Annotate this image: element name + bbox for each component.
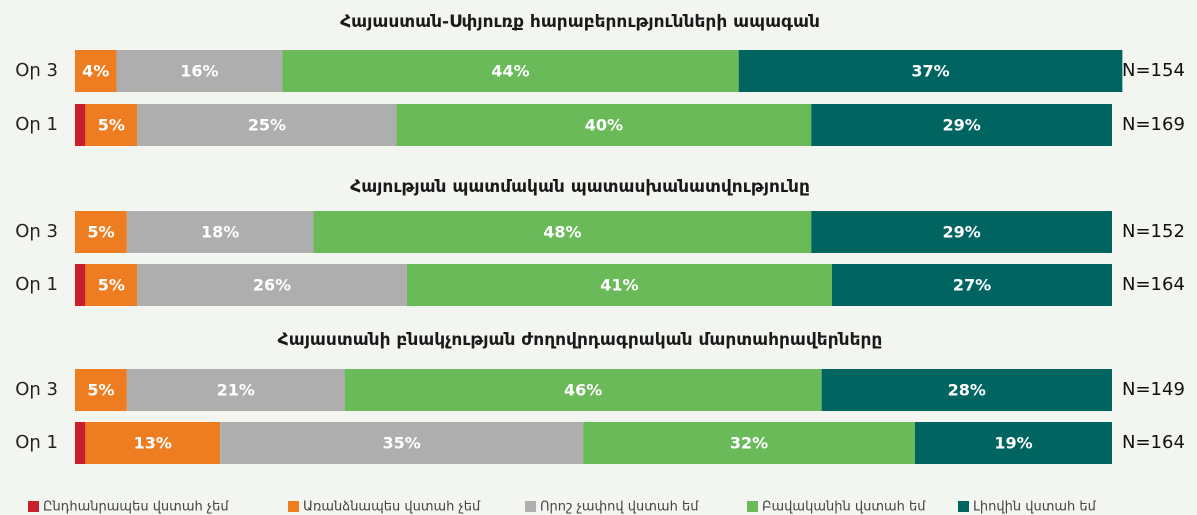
group-title: Հայության պատմական պատասխանատվությունը (350, 177, 810, 197)
bar-segment (75, 264, 86, 306)
value-label: 29% (942, 223, 980, 242)
value-label: 37% (911, 62, 949, 81)
legend-swatch (28, 501, 39, 512)
category-label: Օր 3 (15, 60, 58, 81)
category-label: Օր 1 (15, 274, 58, 295)
bar-segment (821, 369, 1112, 411)
group-title: Հայաստանի բնակչության ժողովրդագրական մար… (278, 330, 883, 350)
legend-swatch (288, 501, 299, 512)
legend-label: Ընդհանրապես վստահ չեմ (43, 500, 229, 515)
legend-label: Որոշ չափով վստահ եմ (540, 500, 699, 515)
bar-segment (75, 50, 117, 92)
sample-size: N=152 (1122, 221, 1185, 242)
bar-segment (85, 422, 221, 464)
value-label: 27% (953, 276, 991, 295)
value-label: 26% (253, 276, 291, 295)
bar-segment (75, 104, 86, 146)
value-label: 29% (942, 116, 980, 135)
bar-segment (406, 264, 833, 306)
value-label: 48% (543, 223, 581, 242)
value-label: 32% (730, 434, 768, 453)
sample-size: N=149 (1122, 379, 1185, 400)
bar-segment (344, 369, 822, 411)
value-label: 41% (600, 276, 638, 295)
value-label: 46% (564, 381, 602, 400)
bar-segment (126, 369, 345, 411)
value-label: 21% (217, 381, 255, 400)
group-title: Հայաստան-Սփյուռք հարաբերությունների ապագ… (340, 12, 820, 32)
value-label: 5% (87, 381, 114, 400)
value-label: 35% (383, 434, 421, 453)
value-label: 44% (491, 62, 529, 81)
bar-segment (137, 104, 397, 146)
bar-segment (396, 104, 812, 146)
bar-segment (137, 264, 407, 306)
value-label: 5% (98, 276, 125, 295)
bar-segment (116, 50, 283, 92)
value-label: 5% (98, 116, 125, 135)
legend-label: Բավականին վստահ եմ (762, 500, 926, 515)
value-label: 25% (248, 116, 286, 135)
bar-segment (75, 211, 127, 253)
bar-segment (126, 211, 314, 253)
legend-label: Առանձնապես վստահ չեմ (303, 500, 481, 515)
bar-segment (282, 50, 739, 92)
sample-size: N=154 (1122, 60, 1185, 81)
bar-segment (75, 422, 86, 464)
category-label: Օր 1 (15, 432, 58, 453)
bar-segment (738, 50, 1123, 92)
value-label: 5% (87, 223, 114, 242)
value-label: 19% (994, 434, 1032, 453)
legend-swatch (958, 501, 969, 512)
bar-segment (220, 422, 584, 464)
legend-label: Լիովին վստահ եմ (973, 500, 1097, 515)
legend-swatch (747, 501, 758, 512)
legend-swatch (525, 501, 536, 512)
sample-size: N=164 (1122, 432, 1185, 453)
bar-segment (75, 369, 127, 411)
sample-size: N=164 (1122, 274, 1185, 295)
value-label: 16% (180, 62, 218, 81)
bar-segment (583, 422, 915, 464)
bar-segment (914, 422, 1112, 464)
sample-size: N=169 (1122, 114, 1185, 135)
value-label: 18% (201, 223, 239, 242)
value-label: 40% (585, 116, 623, 135)
bar-segment (811, 211, 1112, 253)
category-label: Օր 1 (15, 114, 58, 135)
category-label: Օր 3 (15, 379, 58, 400)
bar-segment (85, 104, 138, 146)
value-label: 28% (948, 381, 986, 400)
value-label: 13% (134, 434, 172, 453)
value-label: 4% (82, 62, 109, 81)
category-label: Օր 3 (15, 221, 58, 242)
bar-segment (313, 211, 812, 253)
bar-segment (832, 264, 1112, 306)
bar-segment (811, 104, 1112, 146)
bar-segment (85, 264, 138, 306)
